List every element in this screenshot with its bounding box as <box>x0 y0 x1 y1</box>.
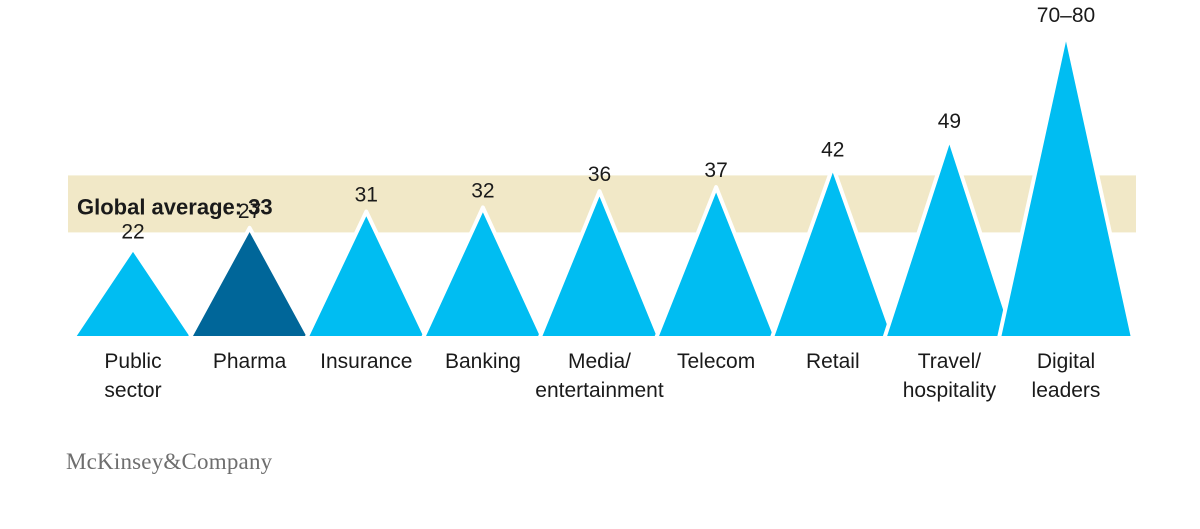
category-labels-group: Public sector Pharma Insurance Banking Media/… <box>104 350 1100 402</box>
category-label: Media/ <box>568 350 631 373</box>
bar-travel-hospitality <box>882 136 1017 340</box>
global-average-label: Global average: 33 <box>77 194 273 219</box>
value-label: 42 <box>821 139 844 162</box>
value-label: 36 <box>588 163 611 186</box>
bar-pharma <box>187 225 312 340</box>
category-label: hospitality <box>903 379 997 402</box>
category-label: Digital <box>1037 350 1095 373</box>
category-label: Retail <box>806 350 860 373</box>
value-label: 27 <box>238 200 261 223</box>
bar-banking <box>420 205 545 340</box>
bar-retail <box>769 164 896 340</box>
value-label: 22 <box>121 220 144 243</box>
bars-group <box>71 30 1135 340</box>
value-label: 49 <box>938 110 961 133</box>
category-label: Public <box>104 350 161 373</box>
category-label: Pharma <box>213 350 287 373</box>
bar-media-entertainment <box>537 189 662 340</box>
bar-insurance <box>304 209 429 340</box>
value-label: 70–80 <box>1037 4 1095 27</box>
category-label: leaders <box>1032 379 1101 402</box>
category-label: Insurance <box>320 350 412 373</box>
value-label: 37 <box>704 159 727 182</box>
category-label: Telecom <box>677 350 755 373</box>
category-label: sector <box>104 379 161 402</box>
category-label: entertainment <box>535 379 664 402</box>
value-label: 32 <box>471 180 494 203</box>
category-label: Travel/ <box>918 350 982 373</box>
bar-public-sector <box>71 246 195 340</box>
brand-logo: McKinsey&Company <box>66 449 273 474</box>
category-label: Banking <box>445 350 521 373</box>
value-label: 31 <box>355 184 378 207</box>
value-labels-group: 22 27 31 32 36 37 42 49 70–80 <box>121 4 1095 243</box>
bar-digital-leaders <box>997 30 1135 340</box>
bar-telecom <box>654 185 779 340</box>
